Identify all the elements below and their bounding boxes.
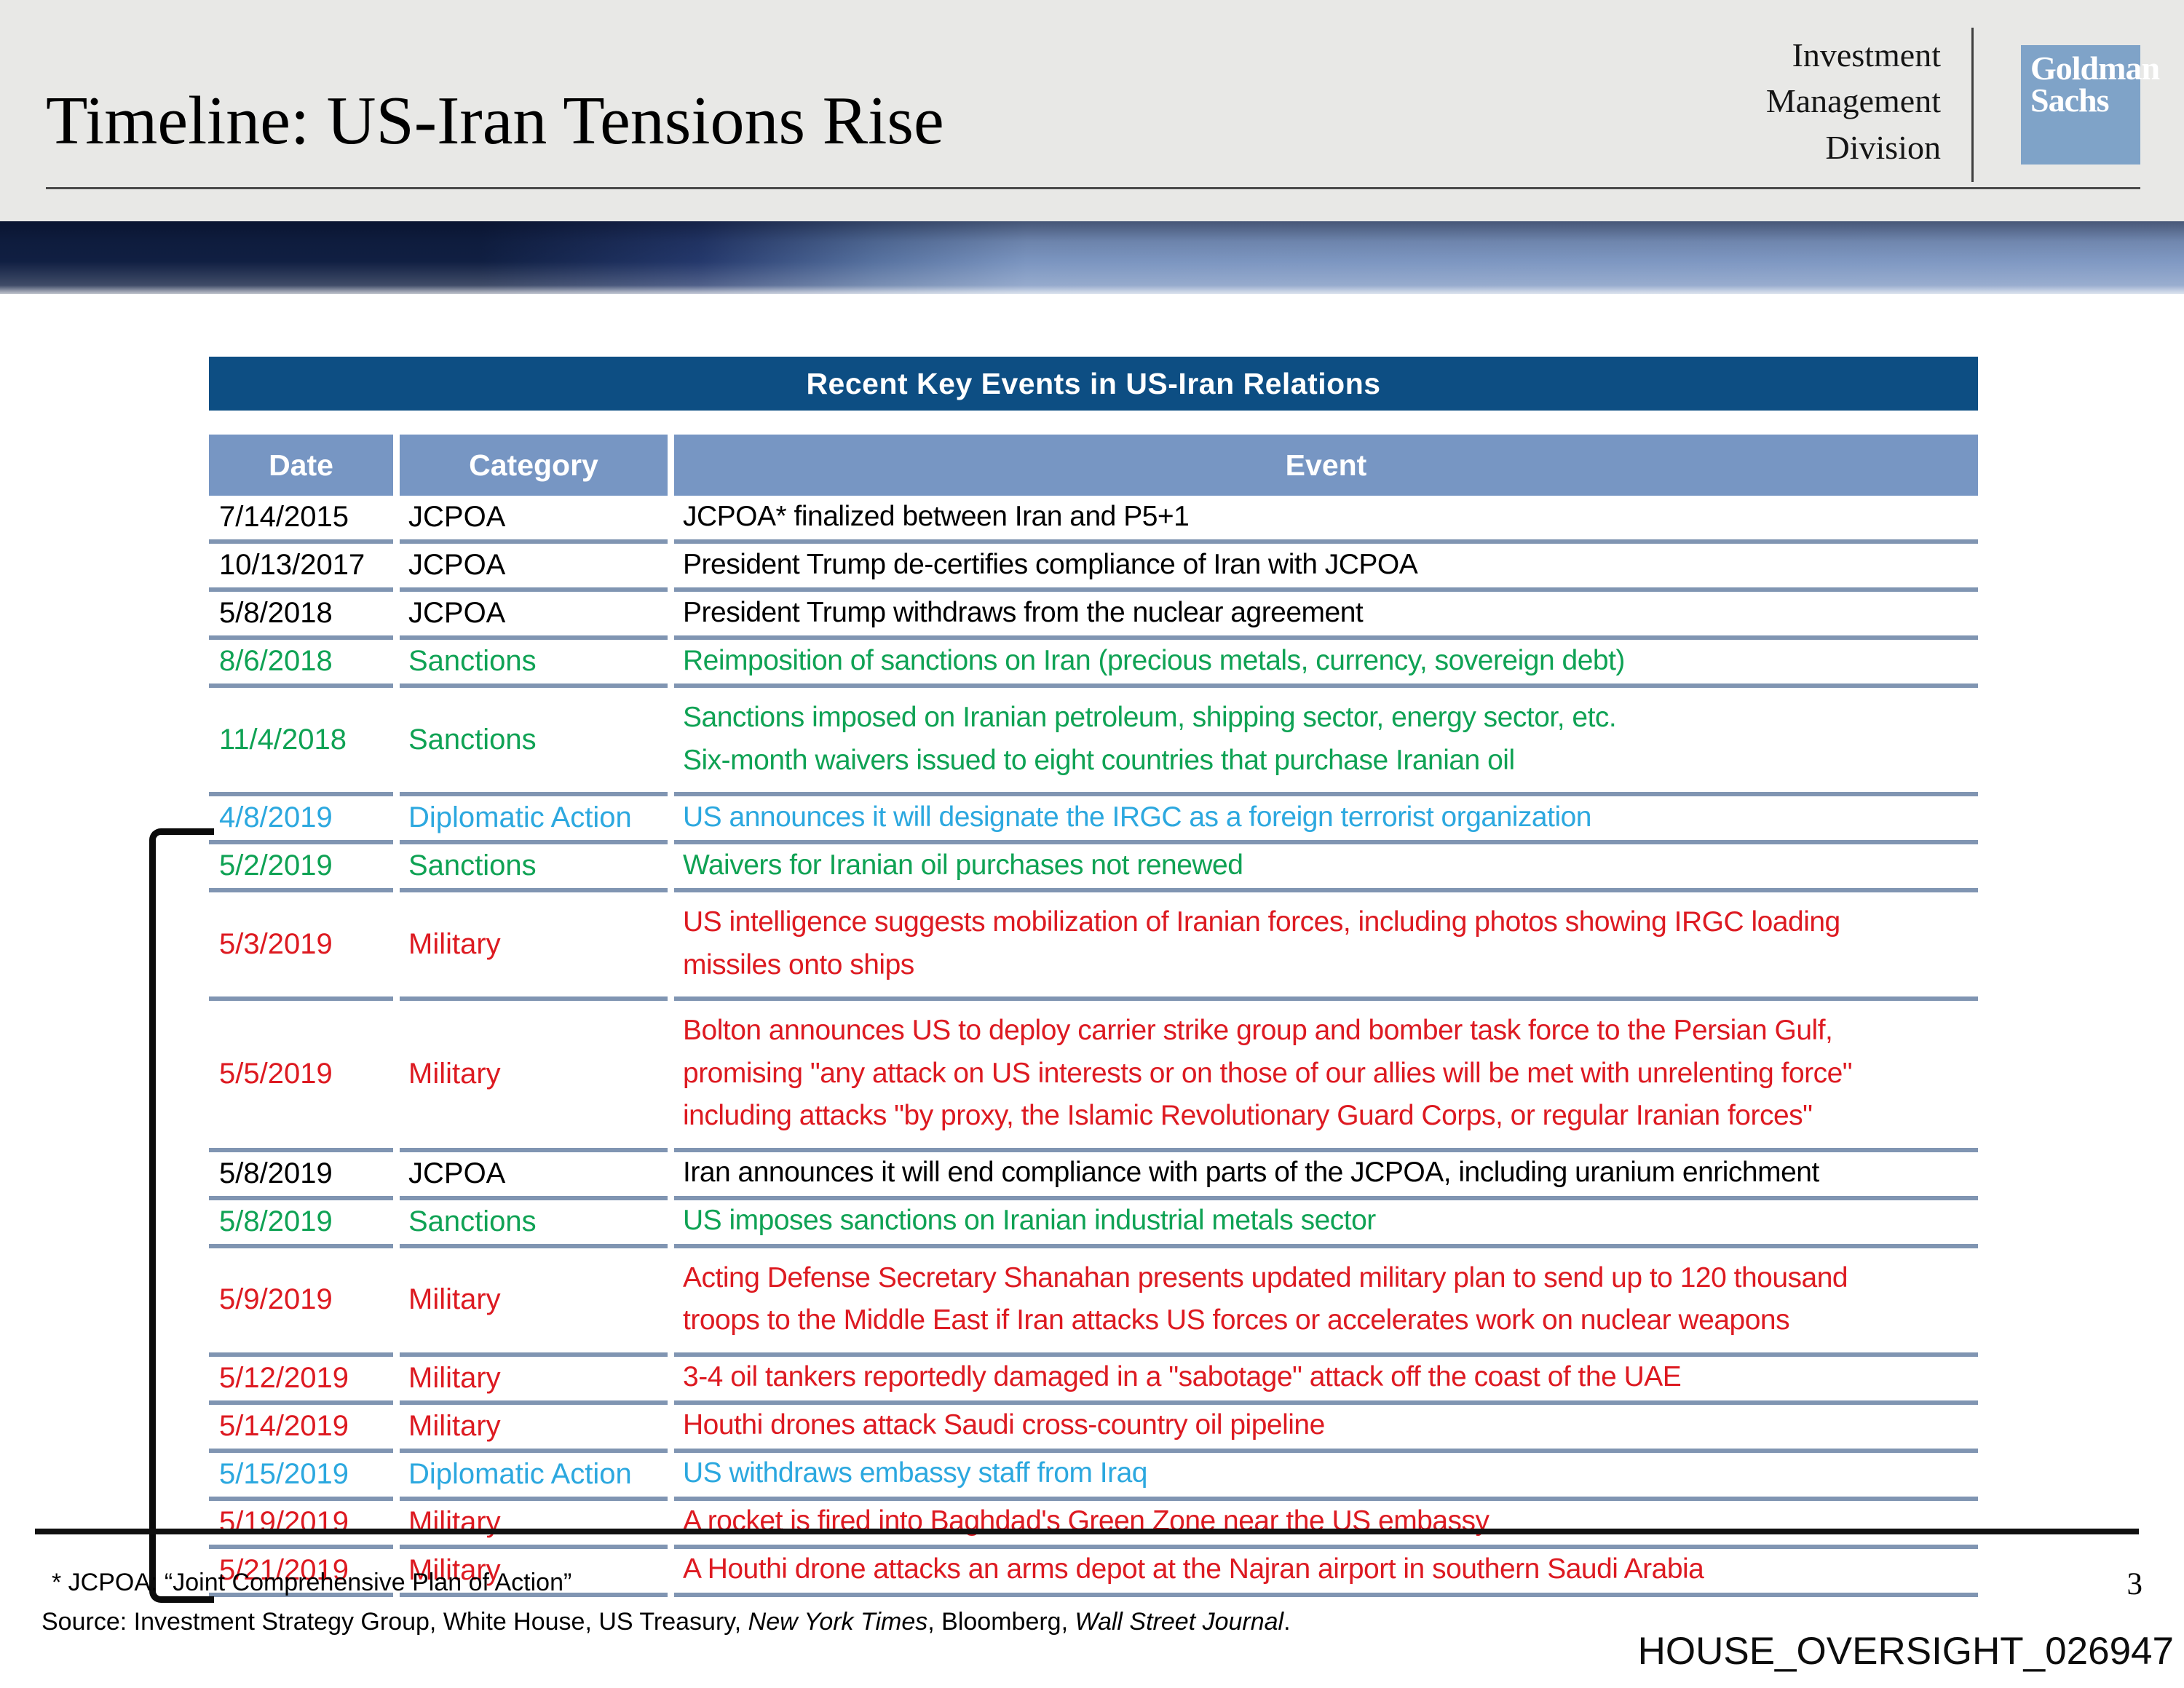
- row-date: 5/12/2019: [209, 1357, 393, 1405]
- table-row: 4/8/2019 Diplomatic Action US announces …: [209, 796, 1978, 844]
- source-publication: New York Times: [748, 1608, 928, 1636]
- row-event: A rocket is fired into Baghdad's Green Z…: [674, 1501, 1978, 1549]
- division-line-1: Investment: [1766, 32, 1941, 78]
- row-category: Military: [400, 1405, 668, 1453]
- row-date: 5/8/2019: [209, 1200, 393, 1248]
- events-table: Recent Key Events in US-Iran Relations D…: [209, 357, 1978, 1597]
- watermark-label: HOUSE_OVERSIGHT_026947: [1638, 1629, 2174, 1673]
- row-category: JCPOA: [400, 544, 668, 592]
- table-row: 11/4/2018 Sanctions Sanctions imposed on…: [209, 688, 1978, 796]
- division-line-2: Management: [1766, 78, 1941, 124]
- row-event: Sanctions imposed on Iranian petroleum, …: [674, 688, 1978, 796]
- row-category: Sanctions: [400, 640, 668, 688]
- row-date: 8/6/2018: [209, 640, 393, 688]
- division-label: Investment Management Division: [1766, 32, 1941, 170]
- column-header-date: Date: [209, 435, 393, 496]
- row-category: Diplomatic Action: [400, 1453, 668, 1501]
- logo-line-1: Goldman: [2030, 52, 2140, 84]
- row-date: 5/8/2019: [209, 1152, 393, 1200]
- division-line-3: Division: [1766, 124, 1941, 170]
- row-date: 5/8/2018: [209, 592, 393, 640]
- row-category: Diplomatic Action: [400, 796, 668, 844]
- footer-rule: [35, 1529, 2139, 1534]
- row-event: Bolton announces US to deploy carrier st…: [674, 1001, 1978, 1152]
- row-event: Acting Defense Secretary Shanahan presen…: [674, 1248, 1978, 1357]
- row-event: US intelligence suggests mobilization of…: [674, 892, 1978, 1001]
- row-category: Military: [400, 1501, 668, 1549]
- column-header-event: Event: [674, 435, 1978, 496]
- row-event: 3-4 oil tankers reportedly damaged in a …: [674, 1357, 1978, 1405]
- table-title: Recent Key Events in US-Iran Relations: [209, 357, 1978, 411]
- table-row: 8/6/2018 Sanctions Reimposition of sanct…: [209, 640, 1978, 688]
- row-date: 5/19/2019: [209, 1501, 393, 1549]
- logo-line-2: Sachs: [2030, 84, 2140, 116]
- row-event: JCPOA* finalized between Iran and P5+1: [674, 496, 1978, 544]
- row-date: 5/15/2019: [209, 1453, 393, 1501]
- row-event: President Trump withdraws from the nucle…: [674, 592, 1978, 640]
- row-category: JCPOA: [400, 496, 668, 544]
- jcpoa-footnote: * JCPOA: “Joint Comprehensive Plan of Ac…: [41, 1564, 1291, 1603]
- row-date: 5/9/2019: [209, 1248, 393, 1357]
- table-row: 5/8/2018 JCPOA President Trump withdraws…: [209, 592, 1978, 640]
- slide-page: Timeline: US-Iran Tensions Rise Investme…: [0, 0, 2184, 1688]
- slide-title: Timeline: US-Iran Tensions Rise: [46, 82, 944, 160]
- gradient-accent-bar: [0, 221, 2184, 294]
- goldman-sachs-logo: Goldman Sachs: [2021, 45, 2140, 165]
- table-row: 5/9/2019 Military Acting Defense Secreta…: [209, 1248, 1978, 1357]
- row-category: JCPOA: [400, 1152, 668, 1200]
- table-row: 5/14/2019 Military Houthi drones attack …: [209, 1405, 1978, 1453]
- table-row: 5/2/2019 Sanctions Waivers for Iranian o…: [209, 844, 1978, 892]
- source-text: Source: Investment Strategy Group, White…: [41, 1608, 748, 1636]
- row-category: Sanctions: [400, 688, 668, 796]
- source-line: Source: Investment Strategy Group, White…: [41, 1603, 1291, 1642]
- page-number: 3: [2127, 1566, 2143, 1602]
- table-row: 5/3/2019 Military US intelligence sugges…: [209, 892, 1978, 1001]
- table-row: 5/5/2019 Military Bolton announces US to…: [209, 1001, 1978, 1152]
- footnotes: * JCPOA: “Joint Comprehensive Plan of Ac…: [41, 1564, 1291, 1641]
- row-category: Military: [400, 892, 668, 1001]
- row-date: 11/4/2018: [209, 688, 393, 796]
- table-row: 5/15/2019 Diplomatic Action US withdraws…: [209, 1453, 1978, 1501]
- table-row: 5/12/2019 Military 3-4 oil tankers repor…: [209, 1357, 1978, 1405]
- source-text: , Bloomberg,: [927, 1608, 1075, 1636]
- table-row: 5/8/2019 JCPOA Iran announces it will en…: [209, 1152, 1978, 1200]
- row-date: 10/13/2017: [209, 544, 393, 592]
- row-date: 7/14/2015: [209, 496, 393, 544]
- row-category: JCPOA: [400, 592, 668, 640]
- source-text: .: [1283, 1608, 1290, 1636]
- row-event: Houthi drones attack Saudi cross-country…: [674, 1405, 1978, 1453]
- header-divider-line: [1971, 28, 1974, 182]
- row-category: Military: [400, 1001, 668, 1152]
- row-event: Waivers for Iranian oil purchases not re…: [674, 844, 1978, 892]
- row-date: 4/8/2019: [209, 796, 393, 844]
- row-date: 5/14/2019: [209, 1405, 393, 1453]
- column-header-category: Category: [400, 435, 668, 496]
- escalation-bracket: [149, 828, 214, 1603]
- row-event: US withdraws embassy staff from Iraq: [674, 1453, 1978, 1501]
- row-date: 5/3/2019: [209, 892, 393, 1001]
- row-category: Military: [400, 1357, 668, 1405]
- row-category: Military: [400, 1248, 668, 1357]
- table-body: 7/14/2015 JCPOA JCPOA* finalized between…: [209, 496, 1978, 1597]
- table-row: 7/14/2015 JCPOA JCPOA* finalized between…: [209, 496, 1978, 544]
- table-row: 5/19/2019 Military A rocket is fired int…: [209, 1501, 1978, 1549]
- row-event: US announces it will designate the IRGC …: [674, 796, 1978, 844]
- row-event: US imposes sanctions on Iranian industri…: [674, 1200, 1978, 1248]
- table-row: 10/13/2017 JCPOA President Trump de-cert…: [209, 544, 1978, 592]
- row-event: Reimposition of sanctions on Iran (preci…: [674, 640, 1978, 688]
- row-category: Sanctions: [400, 844, 668, 892]
- table-row: 5/8/2019 Sanctions US imposes sanctions …: [209, 1200, 1978, 1248]
- row-date: 5/5/2019: [209, 1001, 393, 1152]
- table-header-row: Date Category Event: [209, 435, 1978, 496]
- source-publication: Wall Street Journal: [1075, 1608, 1283, 1636]
- row-event: President Trump de-certifies compliance …: [674, 544, 1978, 592]
- row-event: Iran announces it will end compliance wi…: [674, 1152, 1978, 1200]
- row-category: Sanctions: [400, 1200, 668, 1248]
- row-date: 5/2/2019: [209, 844, 393, 892]
- header-rule: [46, 187, 2140, 189]
